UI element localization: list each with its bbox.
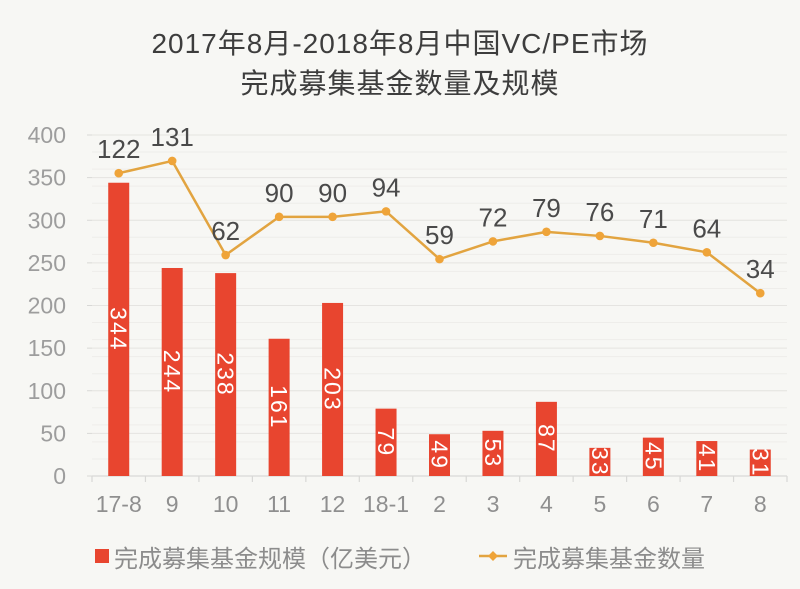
x-axis-labels: 17-8 9 10 11 12 18-1 2 3 4 5 6 7 8 <box>96 491 767 517</box>
svg-text:2: 2 <box>433 491 446 517</box>
svg-text:161: 161 <box>266 385 292 429</box>
svg-text:6: 6 <box>647 491 660 517</box>
chart-title-line2: 完成募集基金数量及规模 <box>240 68 560 99</box>
legend-item-line-series: 完成募集基金数量 <box>478 539 705 574</box>
svg-text:11: 11 <box>267 491 291 517</box>
svg-text:49: 49 <box>427 440 453 470</box>
svg-text:150: 150 <box>28 335 66 361</box>
svg-text:8: 8 <box>754 491 767 517</box>
svg-text:131: 131 <box>150 122 193 152</box>
chart-title-line1: 2017年8月-2018年8月中国VC/PE市场 <box>151 28 649 59</box>
svg-text:0: 0 <box>53 463 66 489</box>
svg-text:5: 5 <box>593 491 606 517</box>
svg-text:350: 350 <box>28 165 66 191</box>
svg-text:53: 53 <box>480 439 506 469</box>
bar-series-swatch-icon <box>95 549 109 563</box>
svg-text:9: 9 <box>166 491 179 517</box>
svg-text:200: 200 <box>28 293 66 319</box>
svg-text:79: 79 <box>532 193 561 223</box>
svg-text:250: 250 <box>28 250 66 276</box>
svg-text:203: 203 <box>320 367 346 411</box>
svg-text:344: 344 <box>106 307 132 351</box>
svg-text:4: 4 <box>540 491 553 517</box>
chart-title: 2017年8月-2018年8月中国VC/PE市场 完成募集基金数量及规模 <box>0 24 800 104</box>
line-series-marker-icon <box>479 551 507 561</box>
svg-text:94: 94 <box>372 172 401 202</box>
svg-text:76: 76 <box>585 197 614 227</box>
svg-text:90: 90 <box>318 178 347 208</box>
svg-text:64: 64 <box>692 213 721 243</box>
svg-text:62: 62 <box>211 216 240 246</box>
svg-text:7: 7 <box>700 491 713 517</box>
svg-text:34: 34 <box>746 254 775 284</box>
y-axis-labels: 400 350 300 250 200 150 100 50 0 <box>28 122 92 489</box>
chart-legend: 完成募集基金规模（亿美元） 完成募集基金数量 <box>0 542 800 573</box>
svg-text:12: 12 <box>320 491 346 517</box>
line-value-labels: 122 131 62 90 90 94 59 72 79 76 71 64 34 <box>97 122 775 284</box>
svg-text:45: 45 <box>640 442 666 472</box>
svg-text:3: 3 <box>487 491 500 517</box>
svg-text:17-8: 17-8 <box>96 491 142 517</box>
bar-value-labels: 344 244 238 161 203 79 49 53 87 33 45 41 31 <box>106 307 774 477</box>
svg-text:18-1: 18-1 <box>363 491 409 517</box>
svg-text:400: 400 <box>28 122 66 148</box>
legend-label-line-series: 完成募集基金数量 <box>513 545 705 573</box>
svg-text:122: 122 <box>97 134 140 164</box>
svg-text:300: 300 <box>28 207 66 233</box>
svg-text:72: 72 <box>479 202 508 232</box>
svg-text:50: 50 <box>40 420 66 446</box>
y-gridlines <box>92 134 787 460</box>
legend-item-bar-series: 完成募集基金规模（亿美元） <box>95 539 426 574</box>
svg-text:10: 10 <box>213 491 239 517</box>
svg-text:41: 41 <box>694 444 720 474</box>
svg-text:33: 33 <box>587 447 613 477</box>
svg-text:238: 238 <box>213 352 239 396</box>
svg-text:71: 71 <box>639 204 668 234</box>
svg-text:31: 31 <box>747 448 773 478</box>
bar-series <box>108 182 771 477</box>
svg-text:87: 87 <box>533 424 559 454</box>
line-markers <box>114 156 765 298</box>
legend-label-bar-series: 完成募集基金规模（亿美元） <box>114 545 426 573</box>
svg-text:100: 100 <box>28 378 66 404</box>
svg-text:79: 79 <box>373 428 399 458</box>
svg-text:90: 90 <box>265 178 294 208</box>
svg-text:59: 59 <box>425 220 454 250</box>
svg-text:244: 244 <box>159 350 185 394</box>
x-axis <box>91 475 788 482</box>
